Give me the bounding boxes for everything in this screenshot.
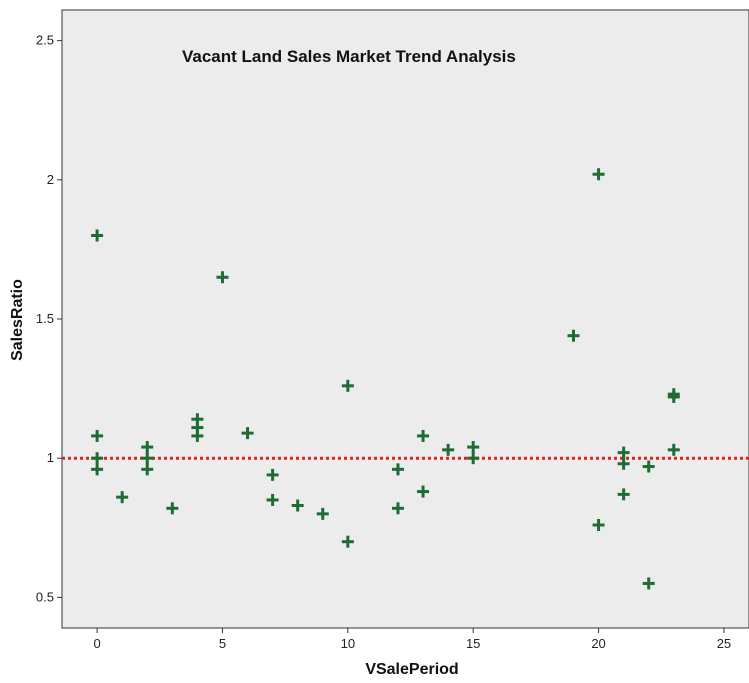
- data-point: [91, 429, 104, 442]
- x-tick-label: 5: [219, 636, 226, 651]
- x-tick-label: 25: [717, 636, 731, 651]
- x-tick-label: 0: [93, 636, 100, 651]
- data-point: [91, 463, 104, 476]
- data-point: [391, 463, 404, 476]
- data-point: [141, 452, 154, 465]
- x-axis: 0 5 10 15 20 25: [93, 628, 731, 651]
- x-tick-label: 20: [591, 636, 605, 651]
- y-tick-label: 2.5: [36, 33, 54, 48]
- y-tick-label: 1: [47, 450, 54, 465]
- data-point: [91, 229, 104, 242]
- y-axis-title: SalesRatio: [9, 279, 26, 361]
- data-point: [191, 429, 204, 442]
- data-point: [91, 452, 104, 465]
- data-point: [391, 502, 404, 515]
- data-point: [442, 443, 455, 456]
- data-point: [592, 519, 605, 531]
- chart-title: Vacant Land Sales Market Trend Analysis: [182, 47, 516, 66]
- data-point: [667, 443, 680, 456]
- data-point: [291, 499, 304, 512]
- data-point: [116, 491, 129, 504]
- data-point: [341, 535, 354, 548]
- data-point: [642, 577, 655, 590]
- data-point: [617, 457, 630, 470]
- data-point: [467, 452, 480, 465]
- data-point: [141, 441, 154, 454]
- data-point: [642, 460, 655, 473]
- data-point: [316, 507, 329, 520]
- data-points: [91, 168, 680, 590]
- y-tick-label: 1.5: [36, 311, 54, 326]
- data-point: [141, 463, 154, 476]
- data-point: [617, 488, 630, 501]
- x-tick-label: 10: [341, 636, 355, 651]
- x-tick-label: 15: [466, 636, 480, 651]
- data-point: [667, 390, 680, 403]
- data-point: [341, 379, 354, 392]
- data-point: [241, 427, 254, 440]
- data-point: [417, 485, 430, 498]
- data-point: [216, 271, 229, 284]
- x-axis-title: VSalePeriod: [365, 661, 458, 678]
- y-tick-label: 2: [47, 172, 54, 187]
- plot-area: [61, 9, 749, 629]
- data-point: [417, 429, 430, 442]
- data-point: [166, 502, 179, 515]
- data-point: [266, 468, 279, 481]
- data-point: [567, 329, 580, 342]
- data-point: [266, 493, 279, 506]
- data-point: [592, 168, 605, 181]
- y-tick-label: 0.5: [36, 589, 54, 604]
- data-point: [467, 441, 480, 454]
- y-axis: 0.5 1 1.5 2 2.5: [36, 33, 62, 604]
- data-point: [617, 446, 630, 459]
